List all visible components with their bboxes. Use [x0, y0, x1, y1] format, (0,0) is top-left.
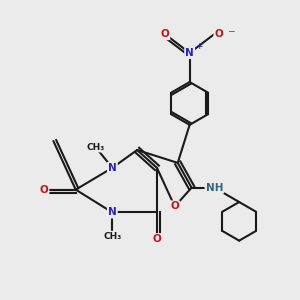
Text: −: −: [227, 26, 235, 35]
Text: O: O: [170, 202, 179, 212]
Text: NH: NH: [206, 183, 223, 193]
Text: O: O: [40, 184, 48, 195]
Text: N: N: [108, 207, 117, 218]
Text: +: +: [195, 42, 202, 51]
Text: CH₃: CH₃: [103, 232, 122, 241]
Text: O: O: [153, 234, 161, 244]
Text: O: O: [214, 29, 223, 39]
Text: N: N: [185, 48, 194, 58]
Text: N: N: [108, 163, 117, 173]
Text: CH₃: CH₃: [86, 142, 105, 152]
Text: O: O: [160, 29, 169, 39]
